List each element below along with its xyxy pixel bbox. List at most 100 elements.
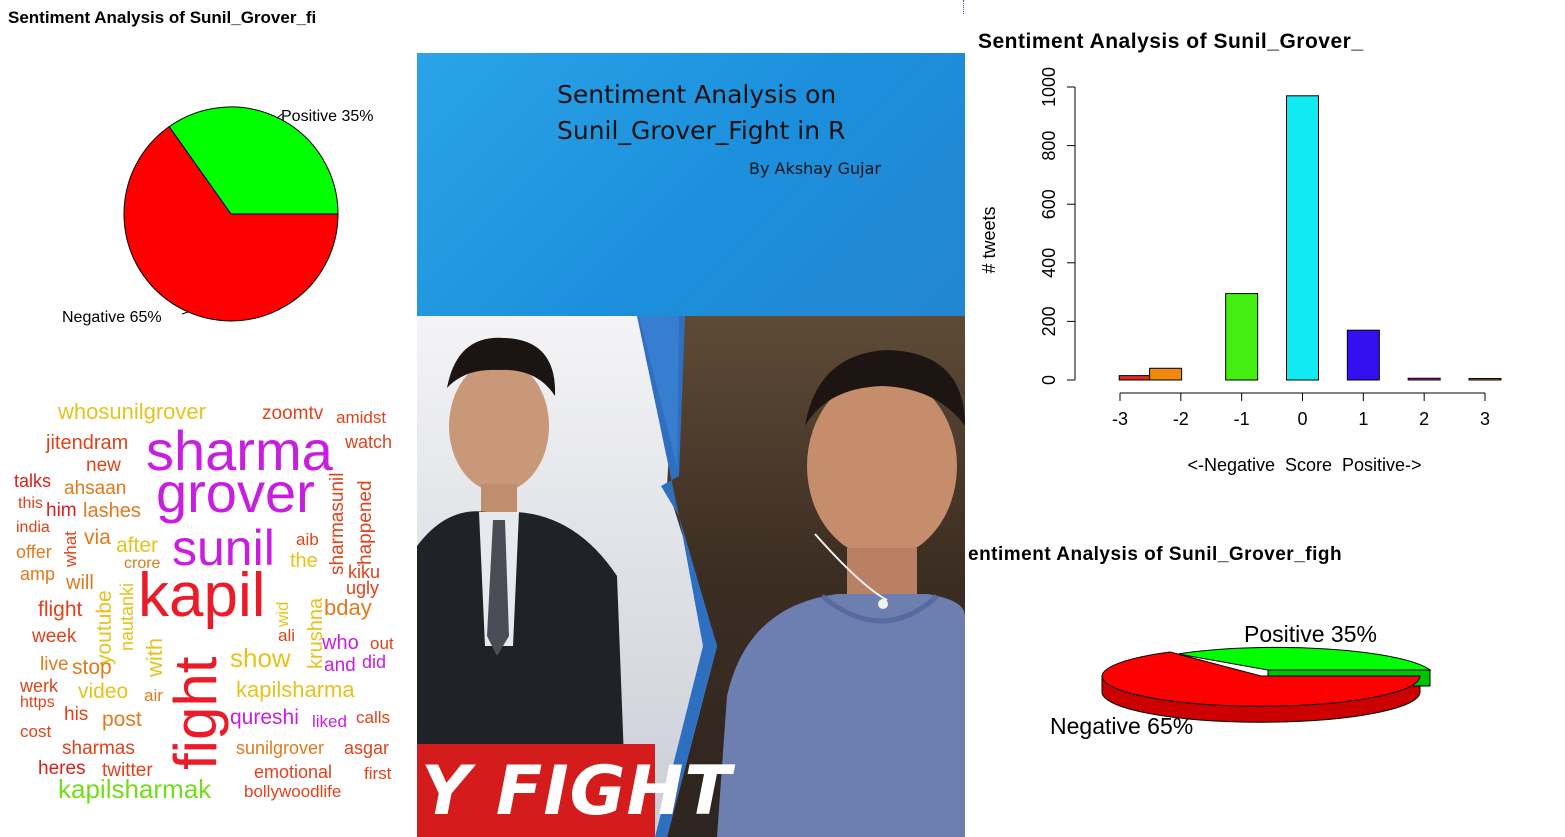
wordcloud-word: after — [116, 534, 159, 557]
wordcloud-word: post — [102, 708, 142, 731]
wordcloud-word: lashes — [83, 500, 141, 522]
wordcloud-word: emotional — [254, 762, 333, 782]
wordcloud-word: what — [61, 531, 80, 567]
pie-top-left-chart — [123, 106, 339, 322]
pie-3d-chart — [1101, 646, 1432, 723]
wordcloud-word: happened — [355, 480, 376, 565]
wordcloud-word: air — [144, 686, 163, 705]
wordcloud-word: bday — [324, 595, 372, 620]
person-right-photo — [717, 350, 965, 837]
wordcloud-word: stop — [72, 656, 112, 679]
wordcloud-word: watch — [345, 432, 393, 452]
wordcloud-word: live — [40, 654, 69, 675]
pie-3d-positive-label: Positive 35% — [1244, 621, 1377, 647]
x-tick-label: 1 — [1358, 409, 1368, 429]
wordcloud-word: sharmas — [62, 738, 135, 759]
wordcloud-word: wid — [273, 601, 292, 627]
wordcloud-word: aib — [296, 530, 319, 549]
wordcloud-word: liked — [312, 712, 347, 731]
pie-top-left-positive-label: Positive 35% — [281, 108, 374, 125]
wordcloud-word: did — [362, 652, 387, 672]
wordcloud-word: jitendram — [46, 432, 129, 454]
y-tick-label: 0 — [1039, 375, 1059, 385]
pie-3d-negative-label: Negative 65% — [1050, 713, 1194, 739]
wordcloud-word: kiku — [348, 562, 381, 582]
wordcloud-word: kapil — [138, 561, 266, 630]
wordcloud-word: will — [66, 572, 94, 594]
wordcloud-word: kapilsharma — [236, 677, 355, 702]
bar — [1225, 293, 1259, 381]
wordcloud-word: heres — [38, 758, 86, 779]
pie-3d-slice-negative — [1101, 651, 1421, 707]
bar — [1407, 377, 1441, 381]
wordcloud-word: qureshi — [230, 706, 299, 729]
wordcloud-word: this — [18, 495, 43, 512]
wordcloud-word: amidst — [336, 408, 387, 427]
wordcloud-word: new — [86, 455, 121, 476]
wordcloud-word: sharma — [146, 419, 333, 482]
wordcloud-word: him — [46, 500, 77, 521]
x-tick-label: 2 — [1419, 409, 1429, 429]
x-tick-label: -2 — [1173, 409, 1189, 429]
wordcloud-word: cost — [20, 722, 52, 741]
wordcloud-word: offer — [16, 542, 52, 562]
wordcloud-word: india — [16, 519, 50, 536]
y-tick-label: 200 — [1039, 306, 1059, 336]
wordcloud-word: out — [370, 634, 394, 653]
wordcloud-word: bollywoodlife — [244, 782, 342, 801]
wordcloud-word: sunil — [172, 520, 275, 576]
wordcloud-word: zoomtv — [262, 403, 324, 424]
wordcloud-word: sunilgrover — [236, 738, 325, 758]
bar — [1346, 329, 1380, 381]
wordcloud-word: nautanki — [117, 582, 137, 651]
y-tick-label: 600 — [1039, 189, 1059, 219]
wordcloud-word: via — [84, 526, 111, 549]
title-banner: Sentiment Analysis on Sunil_Grover_Fight… — [417, 53, 965, 316]
photo-collage: Y FIGHT — [417, 316, 965, 837]
wordcloud-word: ali — [278, 626, 296, 645]
wordcloud-word: ahsaan — [64, 478, 127, 499]
x-tick-label: 0 — [1297, 409, 1307, 429]
y-tick-label: 400 — [1039, 248, 1059, 278]
panel-divider — [963, 0, 965, 14]
wordcloud-word: who — [322, 632, 359, 654]
wordcloud-word: twitter — [102, 760, 153, 781]
bar — [1468, 378, 1502, 381]
wordcloud-word: youtube — [93, 590, 116, 665]
banner-title-line2: Sunil_Grover_Fight in R — [557, 116, 846, 145]
wordcloud-word: ugly — [346, 578, 380, 598]
banner-author: By Akshay Gujar — [749, 159, 881, 178]
wordcloud-word: fight — [162, 656, 229, 770]
x-tick-label: -1 — [1234, 409, 1250, 429]
x-tick-label: 3 — [1480, 409, 1490, 429]
wordcloud-word: flight — [38, 598, 83, 621]
wordcloud-word: kapilsharmak — [58, 774, 212, 804]
photo-illustration — [417, 316, 965, 837]
bar-chart: 0 200 400 600 800 1000 # tweets -3 -2 -1 0 1 2 3 <-Neg… — [979, 67, 1502, 475]
wordcloud-word: calls — [356, 708, 391, 727]
pie-top-left-negative-label: Negative 65% — [62, 309, 162, 326]
pie-slice-negative — [123, 125, 339, 322]
wordcloud-word: asgar — [344, 738, 390, 758]
pie-3d-slice-positive — [1177, 646, 1432, 671]
wordcloud-word: video — [78, 680, 129, 703]
bar — [1286, 95, 1319, 381]
pie-slice-positive — [168, 106, 339, 215]
photo-caption: Y FIGHT — [421, 752, 732, 831]
wordcloud-word: whosunilgrover — [58, 399, 206, 424]
wordcloud-word: and — [324, 655, 356, 676]
banner-title-line1: Sentiment Analysis on — [557, 80, 837, 109]
y-tick-label: 800 — [1039, 131, 1059, 161]
y-tick-label: 1000 — [1039, 67, 1059, 107]
wordcloud-word: talks — [14, 471, 52, 491]
x-tick-label: -3 — [1112, 409, 1128, 429]
wordcloud: whosunilgrover zoomtv amidst jitendram s… — [0, 395, 415, 837]
wordcloud-word: amp — [20, 564, 56, 584]
x-axis-label: <-Negative Score Positive-> — [1187, 455, 1421, 475]
wordcloud-word: week — [32, 626, 77, 647]
bar — [1149, 367, 1183, 381]
wordcloud-word: https — [20, 694, 55, 711]
pie-top-left-title: Sentiment Analysis of Sunil_Grover_fi — [8, 8, 317, 27]
wordcloud-word: the — [290, 550, 318, 572]
wordcloud-word: show — [230, 643, 291, 673]
